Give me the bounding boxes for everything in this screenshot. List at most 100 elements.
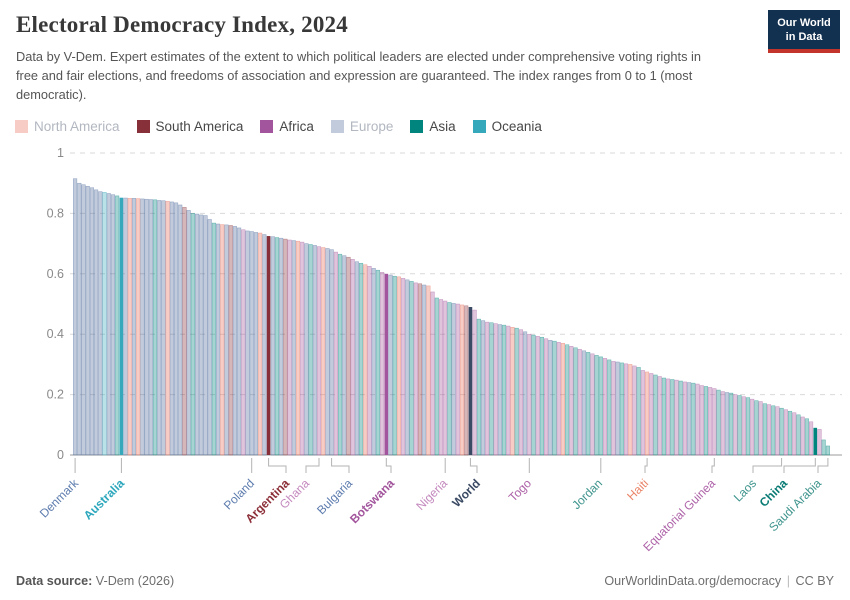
legend-item-south-america[interactable]: South America	[136, 119, 243, 134]
bar[interactable]	[304, 243, 309, 456]
bar[interactable]	[346, 256, 351, 456]
bar[interactable]	[691, 382, 696, 456]
bar[interactable]	[337, 253, 343, 456]
bar[interactable]	[119, 197, 124, 455]
bar[interactable]	[413, 282, 418, 456]
bar[interactable]	[821, 439, 826, 456]
bar[interactable]	[703, 386, 709, 456]
bar[interactable]	[157, 200, 162, 456]
bar[interactable]	[619, 362, 624, 456]
bar[interactable]	[682, 381, 687, 456]
bar[interactable]	[110, 194, 116, 456]
license-link[interactable]: CC BY	[795, 574, 835, 588]
bar[interactable]	[186, 210, 191, 456]
bar[interactable]	[392, 275, 397, 456]
bar[interactable]	[182, 207, 187, 456]
bar[interactable]	[98, 191, 103, 456]
bar[interactable]	[687, 382, 692, 456]
bar[interactable]	[729, 392, 734, 456]
bar[interactable]	[590, 353, 595, 456]
bar[interactable]	[359, 262, 364, 456]
bar[interactable]	[245, 230, 250, 456]
bar[interactable]	[262, 234, 267, 456]
bar[interactable]	[316, 246, 322, 456]
bar[interactable]	[115, 195, 120, 456]
bar[interactable]	[422, 284, 427, 456]
bar[interactable]	[628, 364, 633, 456]
bar[interactable]	[123, 197, 128, 456]
bar[interactable]	[527, 333, 532, 456]
bar[interactable]	[136, 198, 141, 456]
bar[interactable]	[472, 309, 477, 456]
bar[interactable]	[783, 409, 788, 456]
bar[interactable]	[792, 412, 797, 456]
bar[interactable]	[106, 193, 111, 456]
bar[interactable]	[577, 349, 582, 456]
bar[interactable]	[195, 213, 200, 456]
bar[interactable]	[506, 325, 511, 456]
bar[interactable]	[459, 304, 465, 456]
bar[interactable]	[384, 273, 389, 455]
bar[interactable]	[560, 343, 566, 456]
bar[interactable]	[741, 396, 746, 456]
bar[interactable]	[497, 324, 502, 456]
bar[interactable]	[645, 371, 650, 456]
axis-label-jordan[interactable]: Jordan	[569, 476, 605, 512]
bar[interactable]	[653, 374, 658, 456]
bar[interactable]	[775, 406, 780, 456]
bar[interactable]	[695, 383, 700, 456]
bar[interactable]	[640, 370, 645, 456]
bar-world[interactable]	[468, 307, 473, 455]
bar[interactable]	[510, 327, 515, 456]
bar[interactable]	[779, 407, 784, 456]
bar[interactable]	[350, 259, 355, 456]
bar[interactable]	[766, 404, 772, 456]
bar[interactable]	[396, 276, 401, 456]
bar[interactable]	[586, 352, 591, 456]
bar[interactable]	[279, 237, 284, 456]
bar[interactable]	[796, 414, 801, 456]
bar[interactable]	[602, 358, 608, 456]
bar[interactable]	[430, 291, 435, 456]
bar[interactable]	[708, 387, 713, 456]
bar[interactable]	[178, 204, 183, 456]
bar[interactable]	[401, 278, 406, 456]
bar[interactable]	[144, 198, 149, 456]
bar[interactable]	[787, 410, 793, 456]
bar[interactable]	[476, 318, 481, 456]
bar[interactable]	[89, 187, 94, 456]
bar[interactable]	[169, 201, 174, 456]
bar[interactable]	[569, 346, 574, 456]
bar[interactable]	[329, 249, 334, 456]
bar[interactable]	[531, 334, 536, 456]
axis-label-australia[interactable]: Australia	[81, 476, 127, 522]
bar[interactable]	[291, 240, 296, 456]
axis-label-world[interactable]: World	[449, 476, 483, 510]
bar[interactable]	[712, 388, 717, 456]
legend-item-north-america[interactable]: North America	[15, 119, 120, 134]
bar[interactable]	[724, 392, 730, 456]
bar[interactable]	[237, 227, 242, 456]
bar[interactable]	[657, 376, 662, 456]
bar[interactable]	[224, 224, 229, 456]
bar[interactable]	[800, 416, 805, 456]
bar[interactable]	[598, 356, 603, 456]
bar[interactable]	[581, 350, 587, 456]
bar[interactable]	[127, 198, 132, 456]
bar[interactable]	[321, 247, 326, 456]
bar[interactable]	[388, 274, 393, 456]
bar[interactable]	[804, 418, 809, 456]
bar[interactable]	[573, 347, 578, 456]
bar[interactable]	[417, 283, 423, 456]
bar[interactable]	[489, 322, 494, 456]
bar[interactable]	[220, 224, 225, 456]
bar[interactable]	[73, 178, 78, 456]
bar[interactable]	[371, 268, 376, 456]
bar[interactable]	[228, 225, 233, 456]
bar[interactable]	[737, 395, 742, 456]
bar[interactable]	[283, 238, 288, 456]
bar[interactable]	[825, 445, 830, 456]
axis-label-equatorial-guinea[interactable]: Equatorial Guinea	[640, 476, 718, 554]
bar[interactable]	[678, 380, 683, 456]
bar[interactable]	[140, 198, 145, 456]
